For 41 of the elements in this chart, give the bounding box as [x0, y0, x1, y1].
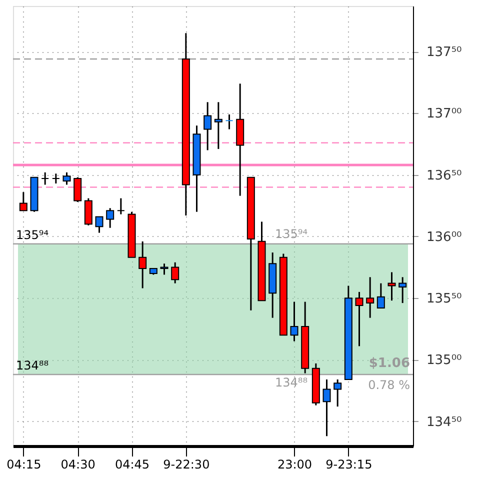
y-tick-label: 137⁰⁰	[426, 106, 462, 122]
candlestick	[160, 262, 168, 276]
candlestick	[62, 172, 71, 186]
candlestick	[204, 101, 212, 151]
annotation: 135⁹⁴	[275, 226, 308, 241]
x-tick-label: 9-23:15	[326, 458, 372, 472]
candlestick	[214, 101, 222, 150]
y-tick-label: 137⁵⁰	[426, 45, 462, 60]
ref-line-label: 134⁸⁸	[16, 358, 49, 373]
candlestick	[388, 271, 396, 302]
candlestick	[171, 262, 180, 284]
candlestick	[41, 172, 50, 186]
x-tick-label: 04:15	[6, 458, 42, 472]
y-tick-label: 135⁰⁰	[426, 353, 462, 368]
candlestick	[225, 114, 234, 130]
candlestick	[322, 378, 331, 437]
candlestick	[334, 378, 342, 408]
y-tick-label: 134⁵⁰	[426, 414, 462, 430]
x-tick-label: 04:45	[114, 458, 150, 472]
candlestick	[95, 216, 104, 234]
candlestick	[376, 282, 385, 309]
candlestick	[290, 301, 298, 342]
y-tick-label: 136⁰⁰	[426, 230, 462, 245]
candlestick	[116, 198, 125, 216]
y-tick-label: 136⁵⁰	[426, 168, 462, 184]
candlestick	[84, 198, 92, 226]
candlestick	[106, 207, 114, 229]
x-tick-label: 9-22:30	[163, 458, 210, 472]
candlestick	[52, 172, 60, 184]
candlestick	[355, 291, 364, 347]
candlestick	[19, 191, 28, 212]
candlestick	[366, 276, 374, 319]
candlestick	[398, 276, 407, 304]
candlestick	[138, 240, 147, 289]
candlestick	[74, 176, 82, 203]
ref-line-label: 135⁹⁴	[16, 228, 49, 242]
annotation: 134⁸⁸	[275, 376, 308, 390]
y-tick-label: 135⁵⁰	[426, 292, 462, 307]
x-tick-label: 23:00	[277, 458, 312, 472]
annotation: 0.78 %	[368, 378, 410, 392]
x-tick-label: 04:30	[60, 458, 96, 472]
